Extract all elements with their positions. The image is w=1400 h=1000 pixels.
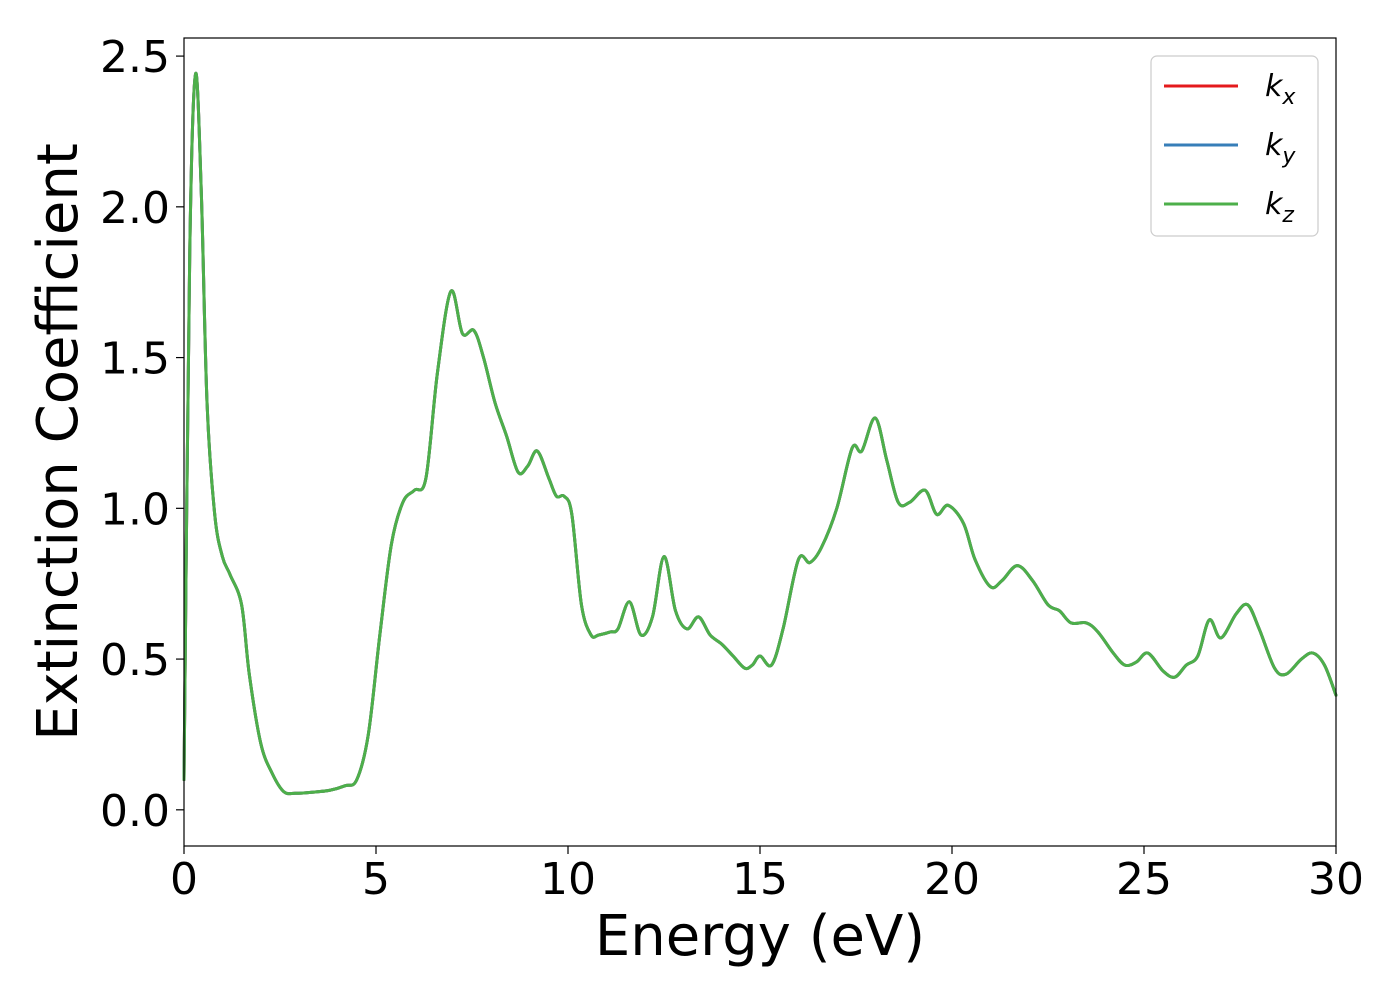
x-tick-label: 5 xyxy=(362,854,390,905)
y-tick-label: 0.5 xyxy=(100,635,170,686)
legend-label-ky: ky xyxy=(1265,128,1296,169)
x-tick-label: 30 xyxy=(1308,854,1364,905)
series-layer xyxy=(182,71,1338,796)
x-tick-label: 15 xyxy=(732,854,788,905)
x-tick-label: 10 xyxy=(540,854,596,905)
x-axis-ticks: 0 5 10 15 20 25 30 xyxy=(170,846,1364,905)
x-tick-label: 25 xyxy=(1116,854,1172,905)
y-tick-label: 1.0 xyxy=(100,484,170,535)
legend-label-kx: kx xyxy=(1265,69,1296,110)
y-axis-ticks: 0.0 0.5 1.0 1.5 2.0 2.5 xyxy=(100,32,184,837)
x-axis-label: Energy (eV) xyxy=(595,904,925,969)
y-tick-label: 0.0 xyxy=(100,786,170,837)
x-tick-label: 20 xyxy=(924,854,980,905)
y-tick-label: 2.5 xyxy=(100,32,170,83)
x-tick-label: 0 xyxy=(170,854,198,905)
series-line-k-z xyxy=(182,71,1338,796)
legend: kx ky kz xyxy=(1150,55,1319,237)
y-tick-label: 1.5 xyxy=(100,334,170,385)
y-tick-label: 2.0 xyxy=(100,183,170,234)
y-axis-label: Extinction Coefficient xyxy=(26,143,91,741)
legend-label-kz: kz xyxy=(1265,187,1294,228)
